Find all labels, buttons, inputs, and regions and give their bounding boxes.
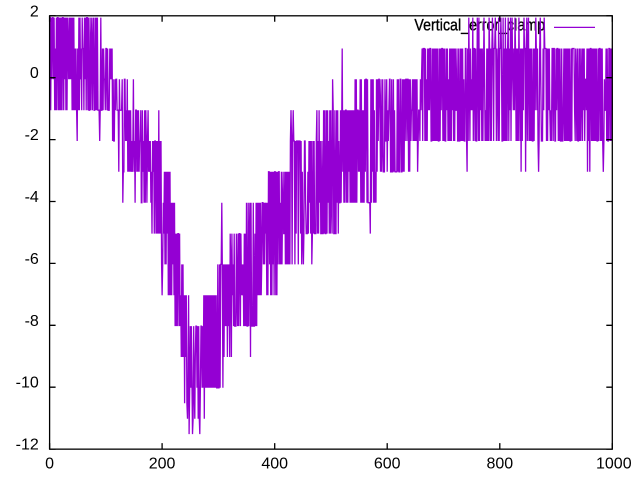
svg-text:-6: -6	[25, 251, 39, 268]
svg-text:-2: -2	[25, 127, 39, 144]
svg-text:Vertical_error_clamp: Vertical_error_clamp	[414, 16, 545, 34]
svg-text:0: 0	[45, 455, 54, 472]
svg-text:2: 2	[30, 3, 39, 20]
svg-text:-4: -4	[25, 189, 39, 206]
svg-text:400: 400	[261, 455, 288, 472]
svg-text:200: 200	[149, 455, 176, 472]
svg-text:0: 0	[30, 65, 39, 82]
svg-text:600: 600	[374, 455, 401, 472]
svg-text:800: 800	[486, 455, 513, 472]
svg-text:-12: -12	[16, 437, 39, 454]
svg-text:-10: -10	[16, 375, 39, 392]
svg-text:-8: -8	[25, 313, 39, 330]
svg-text:1000: 1000	[596, 455, 632, 472]
